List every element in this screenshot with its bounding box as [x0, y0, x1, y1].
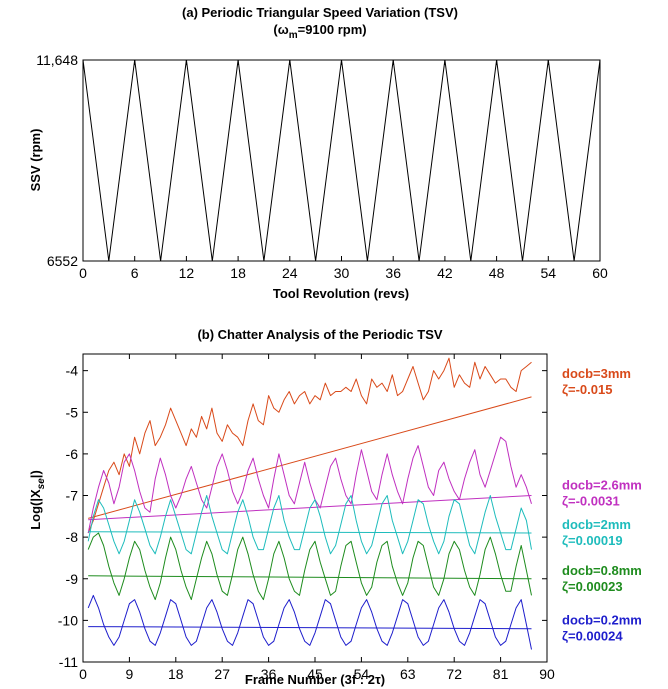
x-tick-label: 90: [539, 666, 555, 682]
series-name-label: docb=2mm: [562, 517, 631, 532]
series-line: [82, 59, 601, 262]
x-tick-label: 0: [79, 265, 87, 281]
x-tick-label: 24: [282, 265, 298, 281]
series-zeta-label: ζ=0.00024: [562, 629, 623, 644]
chart-a-title: (a) Periodic Triangular Speed Variation …: [182, 5, 458, 20]
x-tick-label: 9: [126, 666, 134, 682]
series-zeta-label: ζ=0.00023: [562, 579, 623, 594]
y-tick-label: -9: [66, 571, 79, 587]
y-tick-label: 6552: [47, 253, 78, 269]
x-tick-label: 81: [493, 666, 509, 682]
x-tick-label: 36: [261, 666, 277, 682]
x-tick-label: 60: [592, 265, 608, 281]
chart-b-ylabel: Log(|Xse|): [28, 470, 47, 530]
x-tick-label: 18: [230, 265, 246, 281]
chart-a: (a) Periodic Triangular Speed Variation …: [28, 5, 608, 301]
series-zeta-label: ζ=-0.015: [562, 382, 612, 397]
series-line-docb-0-8mm: [87, 532, 532, 601]
x-tick-label: 45: [307, 666, 323, 682]
chart-a-plot-frame: [82, 59, 601, 262]
y-tick-label: -4: [66, 363, 79, 379]
y-tick-label: 11,648: [36, 52, 78, 68]
series-line-docb-2-6mm: [87, 436, 532, 534]
series-line-docb-0-2mm-fit: [88, 626, 532, 630]
series-zeta-label: ζ=-0.0031: [562, 494, 620, 509]
series-line-docb-3mm-fit: [88, 396, 532, 519]
x-tick-label: 54: [354, 666, 370, 682]
y-tick-label: -6: [66, 446, 79, 462]
chart-a-lines: [82, 59, 601, 262]
chart-a-subtitle: (ωm=9100 rpm): [273, 22, 366, 41]
chart-a-ylabel: SSV (rpm): [28, 129, 43, 192]
y-tick-label: -11: [59, 654, 78, 670]
chart-a-ticks: 0 6 12 18 24 30 36 42 48 54 60 6552 11,648: [36, 52, 608, 281]
x-tick-label: 27: [214, 666, 230, 682]
x-tick-label: 30: [334, 265, 350, 281]
x-tick-label: 54: [541, 265, 557, 281]
x-tick-label: 72: [446, 666, 462, 682]
series-zeta-label: ζ=0.00019: [562, 533, 623, 548]
x-tick-label: 48: [489, 265, 505, 281]
x-tick-label: 42: [437, 265, 453, 281]
series-line-docb-2mm: [87, 495, 532, 555]
chart-b-title: (b) Chatter Analysis of the Periodic TSV: [197, 327, 442, 342]
y-tick-label: -10: [58, 612, 78, 628]
y-tick-label: -8: [66, 529, 79, 545]
chart-b-ticks: 0 9 18 27 36 45 54 63 72 81 90 -11 -10 -9 -8 -7 -6 -5 -4: [58, 354, 555, 682]
x-tick-label: 18: [168, 666, 184, 682]
chart-b: (b) Chatter Analysis of the Periodic TSV…: [28, 327, 642, 687]
series-name-label: docb=0.8mm: [562, 563, 642, 578]
y-tick-label: -7: [66, 488, 79, 504]
x-tick-label: 36: [385, 265, 401, 281]
y-tick-label: -5: [66, 404, 79, 420]
chart-b-xlabel: Frame Number (3f : 2τ): [245, 672, 385, 687]
x-tick-label: 12: [179, 265, 195, 281]
series-line-docb-3mm: [87, 357, 532, 534]
chart-b-lines: [87, 357, 532, 650]
series-line-docb-0-2mm: [87, 594, 532, 650]
chart-b-plot-frame: [82, 353, 548, 663]
series-line-docb-2mm-fit: [88, 531, 532, 534]
x-tick-label: 63: [400, 666, 416, 682]
series-name-label: docb=3mm: [562, 366, 631, 381]
x-tick-label: 0: [79, 666, 87, 682]
series-line-docb-0-8mm-fit: [88, 575, 532, 580]
series-name-label: docb=0.2mm: [562, 613, 642, 628]
series-name-label: docb=2.6mm: [562, 478, 642, 493]
chart-a-xlabel: Tool Revolution (revs): [273, 286, 409, 301]
x-tick-label: 6: [131, 265, 139, 281]
